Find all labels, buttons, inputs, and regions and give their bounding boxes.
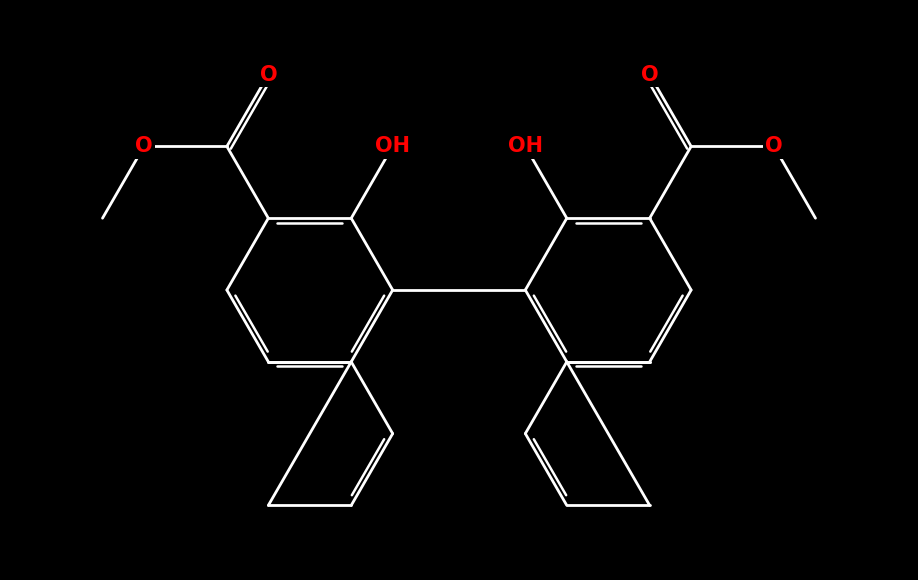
Text: OH: OH (375, 136, 410, 157)
Text: O: O (766, 136, 783, 157)
Text: O: O (260, 64, 277, 85)
Text: O: O (135, 136, 152, 157)
Text: O: O (641, 64, 658, 85)
Text: OH: OH (508, 136, 543, 157)
